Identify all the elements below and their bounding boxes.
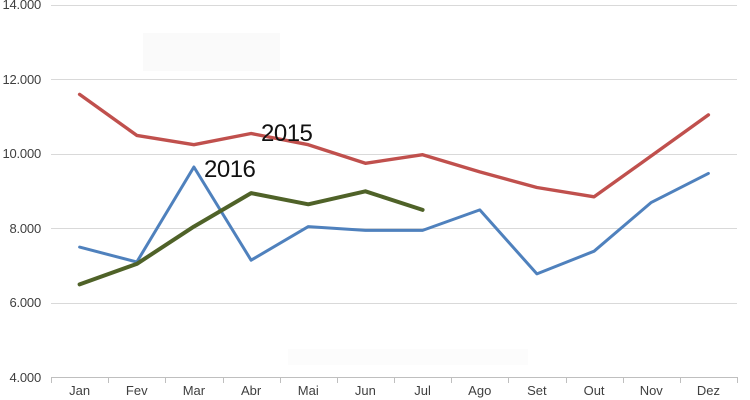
- gridline-12.000: [51, 79, 737, 80]
- x-axis-tickmark: [622, 377, 624, 383]
- y-tick-label-14.000: 14.000: [2, 0, 41, 12]
- x-axis-tickmark: [222, 377, 224, 383]
- x-axis-tickmark: [165, 377, 167, 383]
- x-axis-tickmark: [737, 377, 738, 383]
- series-line-2015: [77, 92, 711, 199]
- x-tick-label-fev: Fev: [125, 383, 148, 398]
- y-tick-label-8.000: 8.000: [9, 220, 41, 236]
- x-tick-label-out: Out: [583, 383, 605, 398]
- x-tick-label-ago: Ago: [468, 383, 492, 398]
- x-axis-tickmark: [508, 377, 510, 383]
- series-line-unlabeled-blue: [78, 165, 710, 276]
- gridline-14.000: [51, 4, 737, 6]
- x-axis-tickmark: [336, 377, 338, 383]
- watermark-remnant: [288, 349, 528, 365]
- x-tick-label-dez: Dez: [696, 383, 720, 398]
- gridline-10.000: [51, 153, 737, 155]
- x-axis-tickmark: [279, 377, 281, 383]
- gridline-8.000: [51, 228, 737, 229]
- series-line-2016: [77, 189, 425, 287]
- x-axis-tickmark: [679, 377, 681, 383]
- series-label-2015: 2015: [261, 120, 313, 147]
- gridline-6.000: [51, 302, 737, 304]
- y-tick-label-12.000: 12.000: [2, 71, 41, 87]
- x-axis-tickmark: [394, 377, 395, 383]
- x-tick-label-set: Set: [527, 383, 547, 398]
- x-tick-label-nov: Nov: [639, 383, 663, 398]
- x-tick-label-jul: Jul: [414, 383, 431, 398]
- watermark-remnant: [143, 33, 280, 71]
- x-axis-tickmark: [565, 377, 567, 383]
- y-tick-label-6.000: 6.000: [9, 295, 41, 310]
- x-tick-label-jun: Jun: [354, 383, 376, 398]
- x-axis-tickmark: [108, 377, 110, 383]
- y-tick-label-4.000: 4.000: [9, 369, 41, 385]
- y-tick-label-10.000: 10.000: [2, 146, 41, 161]
- series-label-2016: 2016: [204, 156, 256, 183]
- x-tick-label-mar: Mar: [182, 383, 206, 398]
- x-tick-label-abr: Abr: [240, 383, 262, 398]
- x-tick-label-mai: Mai: [297, 383, 319, 398]
- x-axis-tickmark: [451, 377, 453, 383]
- x-axis-tickmark: [51, 377, 52, 383]
- x-tick-label-jan: Jan: [69, 383, 91, 398]
